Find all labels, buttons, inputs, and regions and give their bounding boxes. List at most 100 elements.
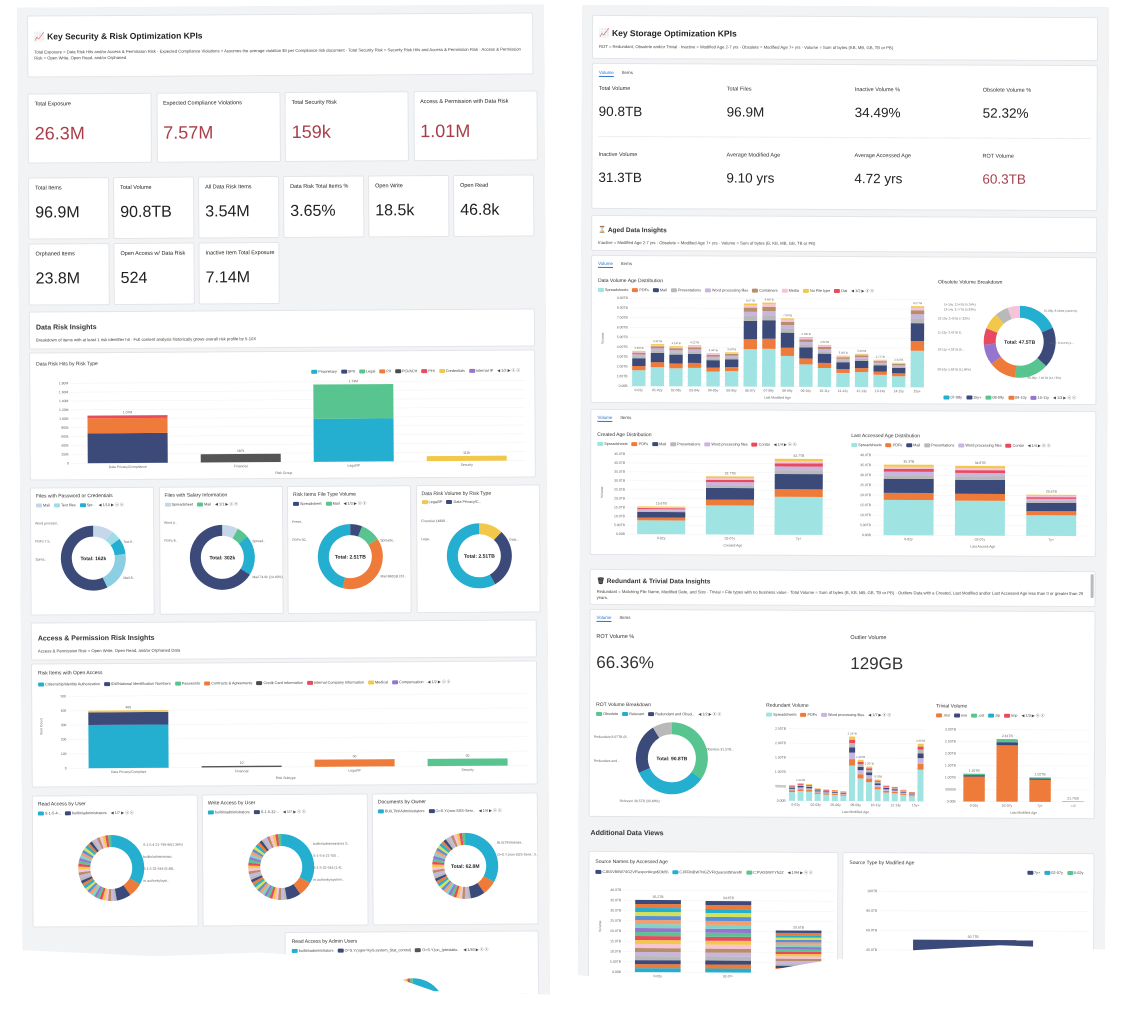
- bar-segment[interactable]: [900, 795, 906, 801]
- bar-segment[interactable]: [799, 337, 812, 338]
- bar-segment[interactable]: [688, 345, 701, 346]
- bar-segment[interactable]: [776, 961, 822, 964]
- bar-segment[interactable]: [799, 347, 812, 358]
- bar-segment[interactable]: [918, 754, 924, 759]
- chart-legend[interactable]: 07-08y 15y+ 08-09y 09-10y 10-11y ◀ 1/3 ▶ ⓐ ⓔ: [943, 394, 1076, 401]
- bar-segment[interactable]: [900, 791, 906, 792]
- bar-segment[interactable]: [651, 367, 664, 386]
- bar-segment[interactable]: [873, 375, 886, 387]
- bar-segment[interactable]: [892, 366, 905, 368]
- bar-segment[interactable]: [823, 791, 829, 792]
- bar-segment[interactable]: [883, 792, 889, 801]
- bar-segment[interactable]: [725, 354, 738, 356]
- bar-segment[interactable]: [632, 356, 645, 358]
- bar-segment[interactable]: [669, 348, 682, 350]
- bar-segment[interactable]: [725, 352, 738, 353]
- bar-segment[interactable]: [799, 342, 812, 345]
- bar-segment[interactable]: [789, 787, 795, 788]
- bar-segment[interactable]: [651, 345, 664, 346]
- donut-slice[interactable]: [111, 841, 138, 881]
- bar-segment[interactable]: [884, 472, 934, 476]
- bar-segment[interactable]: [884, 493, 934, 500]
- donut-slice[interactable]: [444, 883, 446, 885]
- donut-slice[interactable]: [451, 842, 453, 843]
- bar-segment[interactable]: [637, 512, 685, 518]
- donut-slice[interactable]: [109, 536, 115, 542]
- bar-segment[interactable]: [823, 795, 829, 801]
- bar-segment[interactable]: [883, 786, 889, 787]
- bar-segment[interactable]: [744, 305, 757, 308]
- bar-segment[interactable]: [635, 912, 681, 916]
- bar-segment[interactable]: [883, 791, 889, 793]
- bar-segment[interactable]: [900, 790, 906, 791]
- bar-segment[interactable]: [858, 767, 864, 770]
- bar-segment[interactable]: [637, 511, 685, 513]
- bar-segment[interactable]: [669, 368, 682, 386]
- bar-segment[interactable]: [637, 506, 685, 507]
- bar-segment[interactable]: [725, 357, 738, 359]
- bar-segment[interactable]: [651, 346, 664, 348]
- bar-segment[interactable]: [635, 940, 681, 944]
- bar-segment[interactable]: [705, 921, 751, 925]
- bar-segment[interactable]: [955, 473, 1005, 477]
- bar-segment[interactable]: [776, 966, 822, 969]
- bar-segment[interactable]: [911, 318, 924, 323]
- bar-segment[interactable]: [635, 908, 681, 912]
- donut-slice[interactable]: [413, 984, 439, 998]
- donut-slice[interactable]: [104, 842, 106, 843]
- bar-segment[interactable]: [875, 783, 881, 785]
- donut-slice[interactable]: [449, 888, 451, 889]
- donut-slice[interactable]: [267, 890, 269, 891]
- bar-segment[interactable]: [911, 314, 924, 318]
- donut-slice[interactable]: [269, 891, 271, 892]
- bar-segment[interactable]: [849, 747, 855, 752]
- bar-segment[interactable]: [744, 321, 757, 339]
- bar-segment[interactable]: [744, 339, 757, 349]
- bar-segment[interactable]: [875, 789, 881, 801]
- bar-segment[interactable]: [781, 356, 794, 387]
- donut-slice[interactable]: [452, 529, 492, 583]
- donut-slice[interactable]: [259, 882, 260, 884]
- bar-segment[interactable]: [725, 356, 738, 358]
- bar-segment[interactable]: [858, 770, 864, 774]
- bar-segment[interactable]: [635, 960, 681, 964]
- bar-segment[interactable]: [840, 794, 846, 795]
- donut-slice[interactable]: [265, 889, 267, 890]
- bar-segment[interactable]: [427, 456, 507, 461]
- bar-segment[interactable]: [909, 794, 915, 795]
- bar-segment[interactable]: [883, 788, 889, 789]
- bar-segment[interactable]: [706, 354, 719, 355]
- donut-slice[interactable]: [263, 887, 265, 889]
- bar-segment[interactable]: [832, 791, 838, 792]
- donut-slice[interactable]: [86, 855, 87, 857]
- bar-segment[interactable]: [798, 785, 804, 786]
- donut-slice[interactable]: [453, 890, 455, 891]
- donut-slice[interactable]: [479, 529, 498, 536]
- bar-segment[interactable]: [87, 418, 167, 434]
- bar-segment[interactable]: [875, 782, 881, 784]
- bar-segment[interactable]: [781, 320, 794, 322]
- bar-segment[interactable]: [875, 785, 881, 787]
- donut-slice[interactable]: [262, 886, 264, 888]
- donut-slice[interactable]: [102, 842, 104, 843]
- donut-slice[interactable]: [243, 540, 249, 572]
- bar-segment[interactable]: [832, 793, 838, 794]
- bar-segment[interactable]: [883, 785, 889, 786]
- bar[interactable]: [202, 766, 282, 768]
- bar-segment[interactable]: [963, 775, 984, 776]
- donut-slice[interactable]: [456, 891, 458, 892]
- bar-segment[interactable]: [706, 505, 754, 534]
- bar-segment[interactable]: [911, 323, 924, 341]
- bar-segment[interactable]: [884, 475, 934, 479]
- bar-segment[interactable]: [775, 463, 823, 466]
- donut-slice[interactable]: [453, 841, 455, 842]
- bar-segment[interactable]: [875, 780, 881, 781]
- bar-segment[interactable]: [688, 347, 701, 349]
- donut-slice[interactable]: [104, 894, 106, 895]
- bar-segment[interactable]: [892, 373, 905, 376]
- bar-segment[interactable]: [866, 772, 872, 775]
- bar-segment[interactable]: [884, 469, 934, 472]
- bar-segment[interactable]: [632, 358, 645, 366]
- donut-slice[interactable]: [115, 542, 120, 555]
- bar-segment[interactable]: [855, 357, 868, 359]
